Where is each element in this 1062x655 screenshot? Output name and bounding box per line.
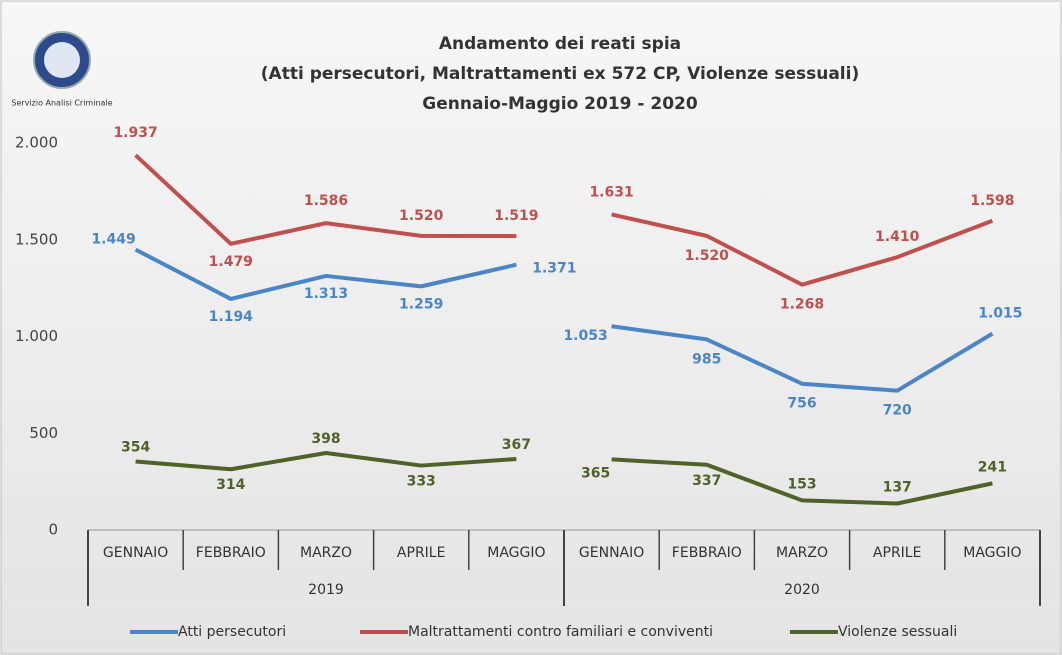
series-line (611, 324, 994, 393)
data-label: 365 (581, 465, 610, 481)
data-label: 1.520 (685, 248, 730, 264)
chart-title: Andamento dei reati spia (439, 34, 681, 54)
data-label: 1.053 (563, 328, 607, 344)
x-tick-label: MARZO (300, 545, 352, 561)
data-label: 1.520 (399, 208, 444, 224)
data-label: 1.194 (209, 309, 254, 325)
x-tick-label: GENNAIO (103, 545, 168, 561)
data-label: 1.015 (978, 306, 1022, 322)
data-label: 1.449 (91, 232, 135, 248)
legend-label: Violenze sessuali (838, 624, 957, 640)
data-label: 1.371 (532, 261, 576, 277)
x-tick-label: FEBBRAIO (672, 545, 742, 561)
y-tick-label: 1.500 (15, 230, 58, 248)
chart-title: (Atti persecutori, Maltrattamenti ex 572… (261, 64, 859, 84)
data-label: 1.519 (494, 208, 538, 224)
data-label: 1.631 (589, 184, 633, 200)
chart-title: Gennaio-Maggio 2019 - 2020 (422, 94, 698, 114)
data-label: 1.479 (209, 254, 253, 270)
series-line (611, 212, 994, 287)
data-label: 1.598 (970, 193, 1014, 209)
data-label: 1.586 (304, 193, 348, 209)
data-label: 153 (787, 476, 816, 492)
y-tick-label: 500 (29, 424, 58, 442)
legend-label: Atti persecutori (178, 624, 286, 640)
logo: Servizio Analisi Criminale (11, 31, 113, 108)
x-tick-label: MAGGIO (963, 545, 1021, 561)
data-label: 1.937 (113, 125, 157, 141)
x-tick-label: GENNAIO (579, 545, 644, 561)
series-line (134, 247, 517, 301)
data-label: 1.410 (875, 229, 920, 245)
data-label: 1.313 (304, 286, 348, 302)
data-label: 367 (502, 437, 531, 453)
data-label: 137 (883, 479, 912, 495)
y-tick-label: 0 (48, 521, 58, 539)
data-label: 756 (787, 396, 816, 412)
y-tick-label: 2.000 (15, 134, 58, 152)
x-tick-label: APRILE (873, 545, 922, 561)
series-line (134, 153, 517, 246)
series-line (611, 457, 993, 506)
x-tick-label: MAGGIO (487, 545, 545, 561)
logo-text: Servizio Analisi Criminale (11, 99, 112, 108)
data-label: 314 (216, 477, 245, 493)
data-label: 354 (121, 440, 150, 456)
group-label: 2019 (308, 582, 344, 598)
data-label: 985 (692, 351, 721, 367)
data-label: 333 (407, 474, 436, 490)
x-tick-label: FEBBRAIO (196, 545, 266, 561)
x-tick-label: APRILE (397, 545, 446, 561)
group-label: 2020 (784, 582, 820, 598)
data-label: 337 (692, 473, 721, 489)
data-label: 398 (311, 431, 340, 447)
x-tick-label: MARZO (776, 545, 828, 561)
y-tick-label: 1.000 (15, 327, 58, 345)
data-label: 241 (978, 459, 1007, 475)
data-label: 1.259 (399, 296, 443, 312)
series-line (135, 450, 517, 472)
legend-label: Maltrattamenti contro familiari e conviv… (408, 624, 713, 640)
data-label: 1.268 (780, 297, 824, 313)
data-label: 720 (883, 403, 912, 419)
